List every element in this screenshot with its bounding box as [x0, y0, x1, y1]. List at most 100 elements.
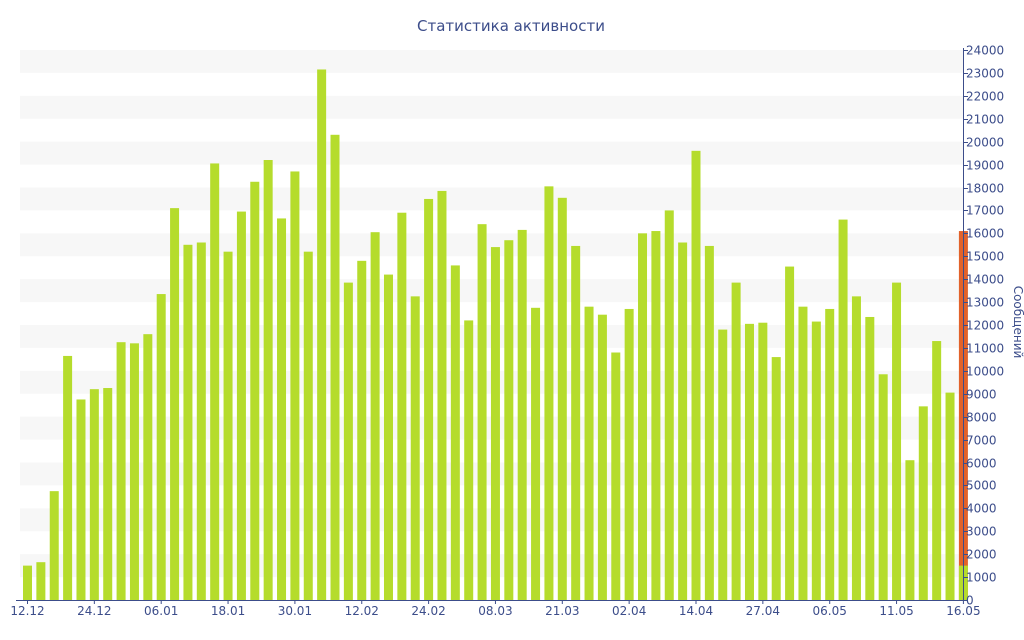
y-tick-label: 20000	[966, 136, 1004, 150]
bars	[23, 69, 968, 601]
y-tick-label: 17000	[966, 204, 1004, 218]
y-tick-label: 7000	[966, 434, 997, 448]
bar	[597, 314, 607, 600]
bar	[704, 245, 714, 600]
x-tick-label: 12.02	[345, 604, 379, 618]
y-tick-label: 18000	[966, 182, 1004, 196]
axes: 0 1000 2000 3000 4000 5000 6000 7000 8000 9000 100…	[10, 44, 1004, 619]
bar	[370, 232, 380, 600]
y-tick-label: 14000	[966, 273, 1004, 287]
y-tick-label: 11000	[966, 342, 1004, 356]
x-tick-label: 06.05	[813, 604, 847, 618]
x-tick-label: 30.01	[278, 604, 312, 618]
bar	[544, 186, 554, 600]
x-tick-label: 14.04	[679, 604, 713, 618]
bar	[290, 171, 300, 601]
x-tick-label: 27.04	[746, 604, 780, 618]
y-tick-label: 16000	[966, 227, 1004, 241]
x-tick-label: 21.03	[545, 604, 579, 618]
grid-band	[20, 141, 963, 165]
bar	[664, 210, 674, 600]
bar	[651, 231, 661, 600]
bar	[250, 181, 260, 601]
bar	[758, 322, 768, 600]
x-tick-label: 02.04	[612, 604, 646, 618]
y-tick-label: 23000	[966, 67, 1004, 81]
bar	[63, 355, 73, 600]
bar	[263, 160, 273, 600]
y-tick-label: 22000	[966, 90, 1004, 104]
bar	[932, 341, 942, 600]
y-tick-label: 19000	[966, 159, 1004, 173]
bar	[464, 320, 474, 600]
bar	[236, 211, 246, 600]
bar	[892, 282, 902, 600]
y-tick-label: 3000	[966, 525, 997, 539]
bar	[303, 251, 313, 600]
bar	[571, 245, 581, 600]
x-tick-label: 11.05	[879, 604, 913, 618]
bar	[383, 274, 393, 600]
y-tick-label: 8000	[966, 411, 997, 425]
x-tick-label: 12.12	[10, 604, 44, 618]
bar	[865, 316, 875, 600]
bar	[825, 308, 835, 600]
y-tick-label: 13000	[966, 296, 1004, 310]
bar	[624, 308, 634, 600]
bar	[798, 306, 808, 600]
bar	[531, 307, 541, 600]
y-tick-label: 15000	[966, 250, 1004, 264]
bar	[156, 294, 166, 600]
bar	[89, 389, 99, 600]
bar	[691, 150, 701, 601]
y-tick-label: 4000	[966, 502, 997, 516]
bar	[771, 357, 781, 600]
x-tick-label: 24.02	[411, 604, 445, 618]
bar	[557, 197, 567, 600]
grid-band	[20, 50, 963, 73]
bar	[584, 306, 594, 600]
bar	[504, 240, 514, 601]
bar	[878, 374, 888, 600]
bar	[129, 343, 139, 600]
bar	[223, 251, 233, 600]
bar	[196, 242, 206, 600]
bar	[143, 334, 153, 600]
bar	[718, 329, 728, 600]
bar	[437, 190, 447, 600]
bar	[918, 406, 928, 600]
bar	[731, 282, 741, 600]
bar	[517, 229, 527, 601]
bar	[23, 565, 32, 600]
bar	[811, 321, 821, 600]
y-tick-label: 9000	[966, 388, 997, 402]
bar	[851, 296, 861, 600]
bar	[410, 296, 420, 600]
y-tick-label: 12000	[966, 319, 1004, 333]
y-tick-label: 0	[966, 594, 974, 608]
y-tick-label: 21000	[966, 113, 1004, 127]
bar	[116, 342, 126, 600]
bar	[611, 352, 621, 600]
bar	[424, 198, 434, 601]
y-tick-label: 1000	[966, 571, 997, 585]
bar	[905, 460, 915, 600]
bar	[49, 491, 59, 600]
bar	[397, 212, 407, 601]
x-tick-label: 08.03	[478, 604, 512, 618]
bar	[317, 69, 327, 600]
bar	[330, 134, 340, 600]
bar	[945, 392, 955, 600]
bar	[838, 219, 848, 601]
bar	[103, 388, 113, 600]
bar	[450, 265, 460, 600]
grid-band	[20, 187, 963, 211]
bar	[785, 266, 795, 600]
bar	[343, 282, 353, 600]
x-tick-label: 18.01	[211, 604, 245, 618]
bar	[36, 562, 46, 600]
bar	[170, 208, 180, 600]
x-tick-label: 24.12	[77, 604, 111, 618]
